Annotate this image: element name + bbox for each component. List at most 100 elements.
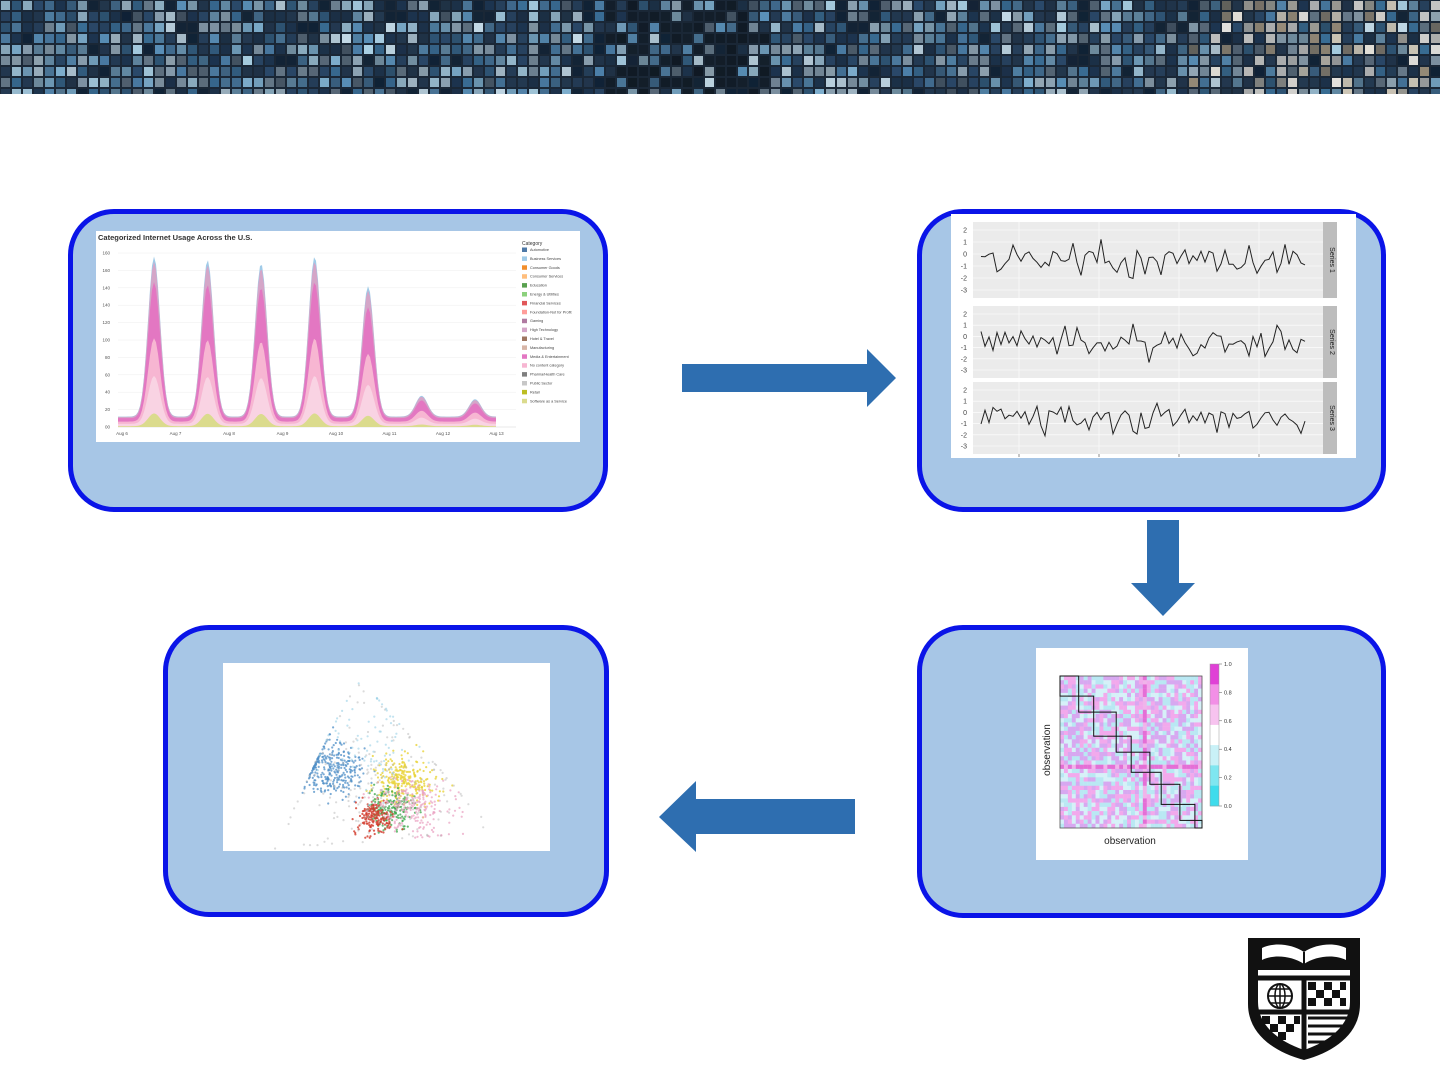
scatter-point xyxy=(348,794,351,797)
scatter-point xyxy=(412,768,415,771)
y-tick-label: -3 xyxy=(961,444,967,451)
scale-swatch xyxy=(1210,704,1219,726)
scatter-point xyxy=(372,750,375,753)
scatter-point xyxy=(333,787,336,791)
scatter-point xyxy=(374,773,377,777)
scatter-point xyxy=(311,776,314,779)
scatter-point xyxy=(442,779,445,782)
scatter-point xyxy=(414,836,417,839)
scatter-point xyxy=(435,775,438,778)
scatter-point xyxy=(393,830,396,833)
y-tick-label: 1 xyxy=(963,323,967,330)
scatter-point xyxy=(330,774,333,777)
scatter-point xyxy=(422,750,425,753)
scatter-point xyxy=(350,827,353,830)
scatter-point xyxy=(317,776,320,779)
scatter-point xyxy=(345,770,349,773)
scatter-point xyxy=(313,779,316,782)
y-tick-label: 160 xyxy=(102,268,110,273)
scatter-point xyxy=(391,794,394,797)
scatter-point xyxy=(321,748,324,751)
scatter-point xyxy=(367,815,370,818)
scatter-point xyxy=(385,790,388,793)
scatter-point xyxy=(335,753,338,756)
scatter-point xyxy=(431,760,434,763)
arrow-left xyxy=(659,781,855,852)
scatter-point xyxy=(408,770,411,773)
scatter-point xyxy=(362,772,365,775)
scatter-point xyxy=(380,794,383,797)
scale-tick-label: 0.4 xyxy=(1224,747,1232,753)
scatter-point xyxy=(341,798,344,801)
scatter-point xyxy=(389,825,392,828)
scatter-point xyxy=(413,781,416,784)
scatter-point xyxy=(373,832,376,836)
scatter-point xyxy=(403,796,406,799)
y-tick-label: 2 xyxy=(963,228,967,235)
scatter-point xyxy=(382,799,385,802)
scatter-point xyxy=(389,776,392,779)
scatter-point xyxy=(303,792,306,795)
scatter-point xyxy=(393,826,396,829)
scatter-point xyxy=(426,834,429,837)
scatter-point xyxy=(394,735,397,739)
scatter-point xyxy=(342,840,345,843)
legend-swatch xyxy=(522,283,527,288)
scatter-point xyxy=(396,784,399,787)
scatter-point xyxy=(395,732,398,735)
scatter-point xyxy=(383,787,386,790)
scatter-point xyxy=(405,788,408,791)
scatter-point xyxy=(467,803,470,806)
scatter-point xyxy=(367,831,370,834)
scatter-point xyxy=(385,769,389,772)
scatter-point xyxy=(391,772,395,775)
scatter-point xyxy=(351,818,354,821)
scatter-point xyxy=(397,769,400,772)
scatter-point xyxy=(336,787,339,790)
scatter-point xyxy=(369,767,373,770)
scatter-point xyxy=(357,682,360,685)
scatter-point xyxy=(396,807,399,810)
scatter-point xyxy=(403,750,406,753)
scatter-point xyxy=(274,847,277,850)
scatter-point xyxy=(415,792,418,795)
scatter-point xyxy=(398,766,401,769)
scatter-point xyxy=(335,768,338,771)
scatter-point xyxy=(432,826,435,829)
scatter-point xyxy=(390,790,394,793)
y-tick-label: -2 xyxy=(961,432,967,439)
scatter-point xyxy=(389,814,392,817)
scatter-point xyxy=(384,805,387,808)
scatter-point xyxy=(411,764,414,767)
scatter-point xyxy=(346,762,349,765)
scatter-point xyxy=(400,817,403,820)
scatter-point xyxy=(355,807,358,810)
scatter-point xyxy=(408,735,411,738)
scatter-point xyxy=(337,763,341,766)
scatter-point xyxy=(370,828,374,831)
scatter-point xyxy=(396,804,399,807)
scatter-point xyxy=(376,772,379,775)
legend-label: Software as a Service xyxy=(530,399,567,403)
scatter-point xyxy=(352,761,355,764)
scatter-point xyxy=(354,784,357,787)
scatter-point xyxy=(425,807,428,810)
scatter-point xyxy=(391,812,394,816)
scatter-point xyxy=(316,758,319,761)
scatter-point xyxy=(312,767,315,770)
scatter-point xyxy=(327,789,330,792)
legend-swatch xyxy=(522,292,527,297)
scatter-point xyxy=(371,820,374,823)
scatter-point xyxy=(370,781,373,784)
stacked-area-layer xyxy=(118,413,496,427)
scatter-point xyxy=(392,751,395,754)
scatter-point xyxy=(333,784,336,787)
scatter-point xyxy=(401,770,404,773)
legend-swatch xyxy=(522,372,527,377)
scatter-point xyxy=(428,785,431,788)
scatter-point xyxy=(361,841,364,844)
scatter-point xyxy=(421,821,424,824)
y-tick-label: 140 xyxy=(102,285,110,290)
scatter-point xyxy=(389,799,392,802)
scatter-point xyxy=(325,740,328,743)
